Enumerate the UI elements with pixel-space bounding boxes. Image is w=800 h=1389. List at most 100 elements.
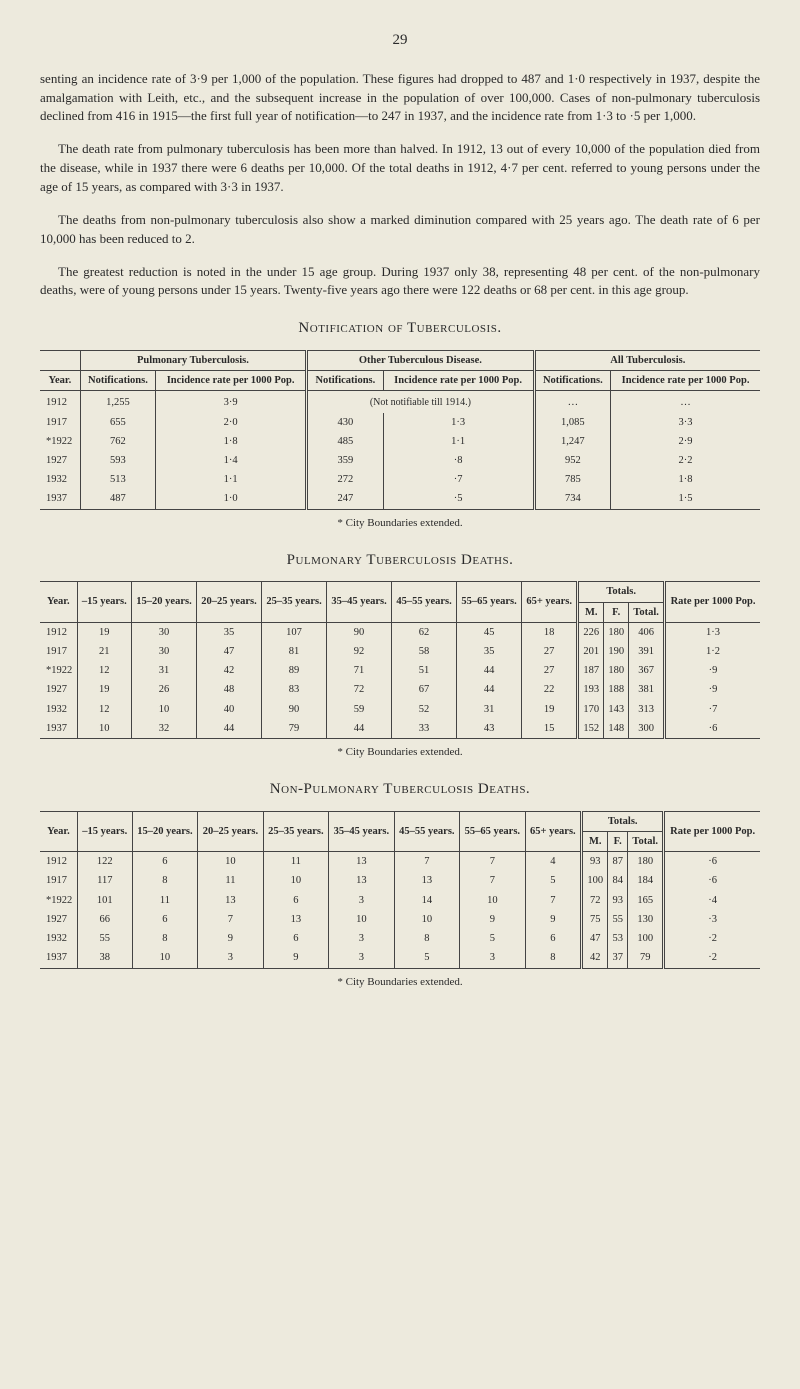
table-cell: 117	[77, 871, 132, 890]
table-cell: 1917	[40, 413, 80, 432]
table-cell: 8	[394, 929, 459, 948]
table-row: 19325589638564753100·2	[40, 929, 760, 948]
table-cell: 33	[392, 719, 457, 739]
table-cell: 1,247	[534, 432, 610, 451]
table2-footnote: * City Boundaries extended.	[40, 745, 760, 761]
table-cell: 84	[608, 871, 628, 890]
table-cell: 19	[522, 700, 578, 719]
table-cell: 6	[132, 910, 197, 929]
table-cell: 1·8	[156, 432, 307, 451]
notification-table: Pulmonary Tuberculosis. Other Tuberculou…	[40, 350, 760, 510]
table-cell: 90	[262, 700, 327, 719]
t2-h-2535: 25–35 years.	[262, 582, 327, 622]
table-cell: 35	[457, 642, 522, 661]
table-cell: 47	[197, 642, 262, 661]
table-row: 19171178111013137510084184·6	[40, 871, 760, 890]
table-cell: 3	[329, 891, 394, 910]
table-cell: 101	[77, 891, 132, 910]
t2-h-total: Total.	[629, 602, 665, 622]
table-cell: 79	[262, 719, 327, 739]
table-cell: *1922	[40, 432, 80, 451]
table-row: 19276667131010997555130·3	[40, 910, 760, 929]
table-cell: 300	[629, 719, 665, 739]
table-cell: 1·5	[611, 489, 760, 509]
table-cell: 3	[329, 948, 394, 968]
table-cell: 7	[198, 910, 263, 929]
table-cell: ·4	[664, 891, 760, 910]
table-cell: 1912	[40, 391, 80, 413]
table-cell: 42	[582, 948, 608, 968]
table-cell: 42	[197, 661, 262, 680]
table-cell: 2·9	[611, 432, 760, 451]
table-row: *19221231428971514427187180367·9	[40, 661, 760, 680]
table-cell: ·9	[665, 680, 760, 699]
table-cell: 180	[604, 661, 629, 680]
table-cell: ·6	[664, 852, 760, 872]
table-cell: 1,255	[80, 391, 155, 413]
table-cell: 3	[329, 929, 394, 948]
table-cell: 5	[460, 929, 525, 948]
table-cell: 19	[77, 622, 131, 642]
table-cell: ·6	[665, 719, 760, 739]
t1-group-pulmonary: Pulmonary Tuberculosis.	[80, 350, 306, 370]
table-cell: 66	[77, 910, 132, 929]
t2-h-2025: 20–25 years.	[197, 582, 262, 622]
t1-h-rate2: Incidence rate per 1000 Pop.	[383, 371, 534, 391]
table-cell: ·2	[664, 929, 760, 948]
table-cell: 1912	[40, 852, 77, 872]
table-cell: 87	[608, 852, 628, 872]
table-cell: *1922	[40, 891, 77, 910]
table-cell: 26	[131, 680, 196, 699]
table-cell: 1·1	[383, 432, 534, 451]
t1-h-notif1: Notifications.	[80, 371, 155, 391]
table-cell: 8	[525, 948, 582, 968]
table-cell: 27	[522, 661, 578, 680]
t3-h-5565: 55–65 years.	[460, 811, 525, 851]
table-cell: 15	[522, 719, 578, 739]
t3-h-total: Total.	[628, 832, 664, 852]
t2-h-m: M.	[578, 602, 604, 622]
table-cell: 2·2	[611, 451, 760, 470]
table-cell: 2·0	[156, 413, 307, 432]
table-cell: 44	[457, 680, 522, 699]
table-cell: 43	[457, 719, 522, 739]
table-cell: 4	[525, 852, 582, 872]
t3-h-4555: 45–55 years.	[394, 811, 459, 851]
table-cell: 93	[608, 891, 628, 910]
t3-h-3545: 35–45 years.	[329, 811, 394, 851]
table-cell: 100	[628, 929, 664, 948]
table-cell: 1932	[40, 700, 77, 719]
table-cell: 655	[80, 413, 155, 432]
t3-h-rate: Rate per 1000 Pop.	[664, 811, 760, 851]
table-cell: 13	[263, 910, 328, 929]
table-row: 191721304781925835272011903911·2	[40, 642, 760, 661]
table-cell: 180	[604, 622, 629, 642]
table-cell: 8	[132, 929, 197, 948]
table-cell: ·3	[664, 910, 760, 929]
t3-h-65: 65+ years.	[525, 811, 582, 851]
table-cell: 81	[262, 642, 327, 661]
table-cell: 5	[394, 948, 459, 968]
table-cell: 9	[263, 948, 328, 968]
t2-h-1520: 15–20 years.	[131, 582, 196, 622]
table-cell: 44	[327, 719, 392, 739]
table-cell: 10	[329, 910, 394, 929]
table-cell: 12	[77, 661, 131, 680]
table-cell: 21	[77, 642, 131, 661]
t2-h-4555: 45–55 years.	[392, 582, 457, 622]
table-cell: 72	[327, 680, 392, 699]
table-cell: 10	[198, 852, 263, 872]
table-cell: 762	[80, 432, 155, 451]
table-cell: 367	[629, 661, 665, 680]
table-cell: 22	[522, 680, 578, 699]
table-cell: 1932	[40, 929, 77, 948]
pulmonary-deaths-table: Year. –15 years. 15–20 years. 20–25 year…	[40, 581, 760, 739]
table-cell: 18	[522, 622, 578, 642]
table-cell: 1927	[40, 680, 77, 699]
table-cell: 8	[132, 871, 197, 890]
t2-h-3545: 35–45 years.	[327, 582, 392, 622]
table-row: *19227621·84851·11,2472·9	[40, 432, 760, 451]
table-cell: 19	[77, 680, 131, 699]
t2-h-15: –15 years.	[77, 582, 131, 622]
table-cell: 27	[522, 642, 578, 661]
